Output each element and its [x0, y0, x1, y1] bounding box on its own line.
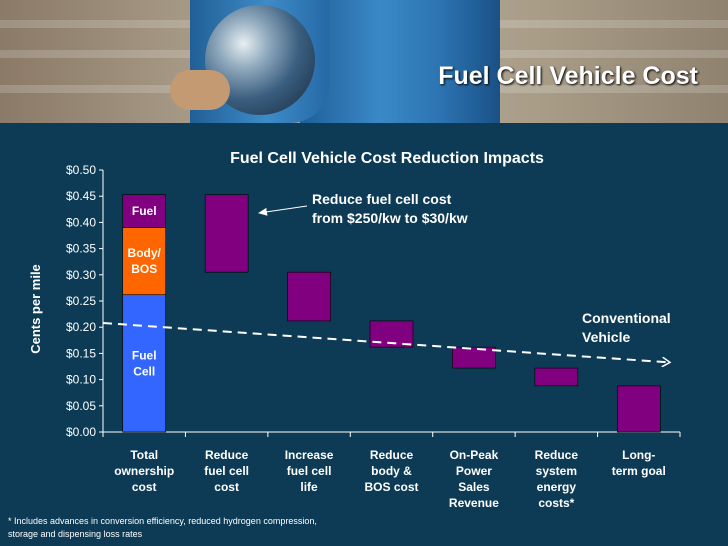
annotation-text: Reduce fuel cell cost [312, 191, 452, 207]
x-tick-label: Sales [458, 480, 490, 494]
x-tick-label: system [536, 464, 577, 478]
x-tick-label: body & [371, 464, 412, 478]
y-tick-label: $0.20 [66, 320, 96, 334]
x-tick-label: costs* [538, 496, 574, 510]
bar [616, 385, 661, 433]
conventional-vehicle-label: Vehicle [582, 329, 630, 345]
y-tick-label: $0.45 [66, 189, 96, 203]
y-tick-label: $0.05 [66, 399, 96, 413]
y-tick-label: $0.15 [66, 346, 96, 360]
chart: Fuel Cell Vehicle Cost Reduction Impacts… [28, 150, 681, 510]
bar [287, 271, 331, 322]
x-tick-label: BOS cost [364, 480, 418, 494]
y-tick-label: $0.00 [66, 425, 96, 439]
x-tick-label: ownership [114, 464, 174, 478]
conventional-vehicle-line [102, 322, 668, 362]
x-tick-label: fuel cell [204, 464, 249, 478]
conventional-vehicle-label: Conventional [582, 310, 671, 326]
x-tick-label: Long- [622, 448, 655, 462]
bar-segment [122, 194, 167, 228]
y-tick-label: $0.40 [66, 215, 96, 229]
x-tick-label: fuel cell [287, 464, 332, 478]
x-tick-label: Reduce [370, 448, 414, 462]
bar-segment [122, 294, 167, 433]
bar-segment [122, 227, 167, 296]
x-tick-label: energy [537, 480, 577, 494]
segment-label: Fuel [132, 348, 157, 362]
bar [534, 367, 579, 387]
x-tick-label: Total [130, 448, 158, 462]
footnote: * Includes advances in conversion effici… [8, 516, 317, 539]
bar [204, 194, 249, 273]
x-tick-label: term goal [612, 464, 666, 478]
hand-image [170, 70, 230, 110]
y-tick-label: $0.10 [66, 373, 96, 387]
plot-area: $0.00 $0.05 $0.10 $0.15 $0.20 $0.25 $0.30 $0.35… [66, 163, 681, 510]
y-tick-label: $0.30 [66, 268, 96, 282]
y-tick-label: $0.35 [66, 242, 96, 256]
y-axis-label: Cents per mile [28, 264, 43, 354]
header-photo: Fuel Cell Vehicle Cost [0, 0, 728, 123]
annotation-text: from $250/kw to $30/kw [312, 210, 468, 226]
x-tick-label: Increase [285, 448, 334, 462]
x-tick-label: Reduce [205, 448, 249, 462]
x-tick-label: Reduce [535, 448, 579, 462]
x-tick-label: Power [456, 464, 492, 478]
bar [452, 346, 496, 369]
segment-label: Cell [133, 364, 155, 378]
y-tick-label: $0.25 [66, 294, 96, 308]
y-tick-label: $0.50 [66, 163, 96, 177]
slide-title: Fuel Cell Vehicle Cost [438, 62, 698, 90]
x-tick-label: cost [132, 480, 157, 494]
chart-title: Fuel Cell Vehicle Cost Reduction Impacts [230, 150, 544, 167]
segment-label: Body/ [128, 246, 162, 260]
person-shirt [300, 0, 500, 123]
x-tick-label: Revenue [449, 496, 499, 510]
segment-label: Fuel [132, 204, 157, 218]
x-tick-label: On-Peak [450, 448, 499, 462]
annotation-arrow [258, 205, 308, 216]
x-tick-label: life [300, 480, 318, 494]
segment-label: BOS [131, 262, 157, 276]
x-tick-label: cost [214, 480, 239, 494]
